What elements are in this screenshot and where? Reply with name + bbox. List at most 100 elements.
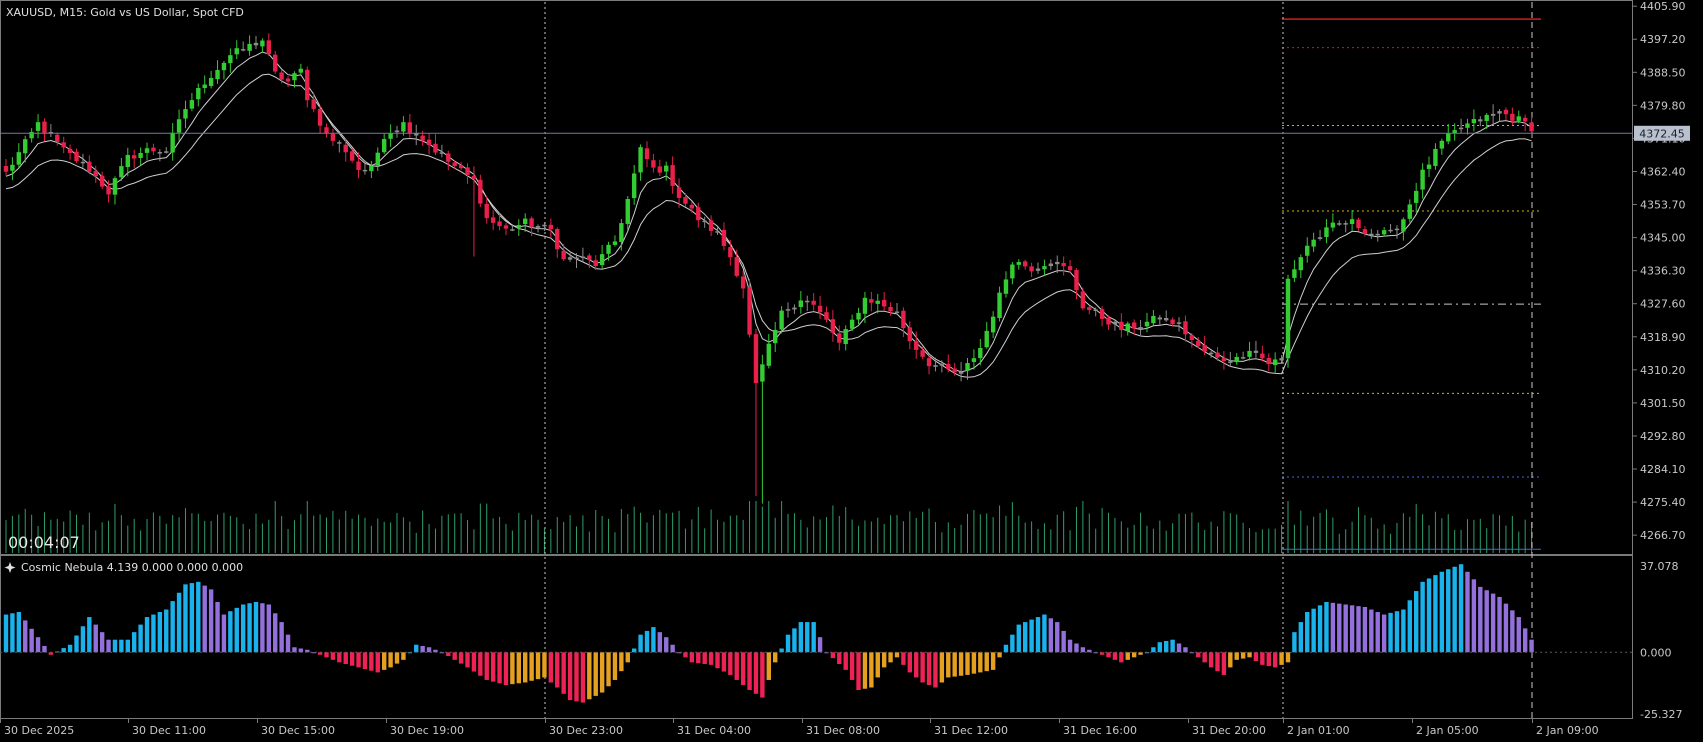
candle xyxy=(1176,317,1182,332)
indicator-bar xyxy=(1010,634,1015,653)
indicator-tick-label: 0.000 xyxy=(1640,646,1672,659)
indicator-bar xyxy=(664,637,669,653)
indicator-bar xyxy=(503,652,509,685)
candle xyxy=(689,201,695,213)
indicator-bar xyxy=(1503,603,1509,653)
candle xyxy=(42,118,47,142)
candle xyxy=(202,75,207,94)
indicator-bar xyxy=(394,652,400,664)
time-tick-label: 31 Dec 16:00 xyxy=(1063,724,1137,737)
indicator-bar xyxy=(266,604,272,653)
indicator-bar xyxy=(510,652,515,685)
candle xyxy=(394,125,400,138)
candle xyxy=(760,354,765,504)
indicator-bar xyxy=(1349,605,1355,653)
candle xyxy=(920,346,925,360)
indicator-bar xyxy=(497,652,502,684)
indicator-bar xyxy=(875,652,880,678)
candle xyxy=(183,100,188,129)
candle xyxy=(503,223,509,236)
candle xyxy=(830,310,836,342)
indicator-bar xyxy=(638,634,643,653)
indicator-bar xyxy=(305,649,310,653)
indicator-bar xyxy=(1183,647,1188,653)
candle xyxy=(1080,287,1086,311)
indicator-bar xyxy=(1170,639,1175,653)
candle xyxy=(1356,217,1361,231)
indicator-bar xyxy=(926,652,932,685)
candle xyxy=(1221,351,1227,370)
indicator-bar xyxy=(202,585,207,653)
candle xyxy=(843,325,848,351)
indicator-bar xyxy=(414,644,419,653)
indicator-bar xyxy=(157,612,163,653)
candle xyxy=(1266,353,1271,372)
indicator-bar xyxy=(446,652,451,657)
candle xyxy=(253,35,259,50)
indicator-bar xyxy=(375,652,380,673)
candle xyxy=(311,92,316,113)
price-tick-label: 4336.30 xyxy=(1640,265,1686,278)
indicator-bar xyxy=(1157,642,1162,653)
price-tick-label: 4292.80 xyxy=(1640,430,1686,443)
candle xyxy=(157,149,163,162)
indicator-bar xyxy=(1356,606,1361,653)
indicator-bar xyxy=(401,652,406,660)
candle xyxy=(189,93,195,112)
time-tick-label: 2 Jan 09:00 xyxy=(1536,724,1599,737)
indicator-bar xyxy=(1215,652,1220,672)
indicator-bar xyxy=(324,652,329,658)
indicator-bar xyxy=(990,652,996,670)
indicator-bar xyxy=(10,613,15,653)
indicator-bar xyxy=(1298,622,1304,653)
indicator-bar xyxy=(978,652,983,673)
candle xyxy=(625,195,630,231)
indicator-bar xyxy=(907,652,913,673)
candle xyxy=(439,144,445,158)
indicator-bar xyxy=(1196,652,1201,658)
time-tick-label: 2 Jan 01:00 xyxy=(1287,724,1350,737)
candle xyxy=(817,296,823,319)
candle xyxy=(1138,319,1143,335)
indicator-bar xyxy=(933,652,938,688)
indicator-bar xyxy=(298,648,304,653)
candle xyxy=(587,253,592,269)
indicator-bar xyxy=(1471,579,1477,653)
candle xyxy=(1215,347,1220,361)
price-tick-label: 4379.80 xyxy=(1640,99,1686,112)
indicator-bar xyxy=(766,652,771,680)
price-tick-label: 4388.50 xyxy=(1640,66,1686,79)
candle xyxy=(939,360,945,373)
candle xyxy=(16,143,22,168)
candlestick-series[interactable] xyxy=(3,33,1534,504)
candle xyxy=(869,291,874,312)
indicator-bar xyxy=(599,652,605,693)
indicator-bar xyxy=(1343,604,1348,653)
candle xyxy=(1439,138,1445,155)
price-tick-label: 4275.40 xyxy=(1640,496,1686,509)
candle xyxy=(1119,313,1124,338)
indicator-bar xyxy=(1439,571,1445,653)
indicator-bar xyxy=(1330,602,1336,653)
candle xyxy=(35,114,41,139)
session-separators xyxy=(544,2,1533,718)
indicator-bar xyxy=(958,652,964,676)
candle xyxy=(510,223,515,232)
indicator-bar xyxy=(657,632,663,653)
indicator-bar xyxy=(619,652,624,672)
candle xyxy=(401,116,406,136)
indicator-bar xyxy=(215,601,220,653)
candle xyxy=(1503,107,1509,121)
indicator-bar xyxy=(625,652,630,663)
indicator-bar xyxy=(1074,643,1079,653)
candle xyxy=(221,60,227,80)
indicator-bar xyxy=(1138,652,1143,655)
candle xyxy=(1446,124,1451,145)
indicator-bar xyxy=(1253,652,1259,662)
indicator-bar xyxy=(1029,619,1034,653)
indicator-bar xyxy=(80,626,86,653)
indicator-bar xyxy=(151,614,156,653)
candle xyxy=(580,247,586,263)
